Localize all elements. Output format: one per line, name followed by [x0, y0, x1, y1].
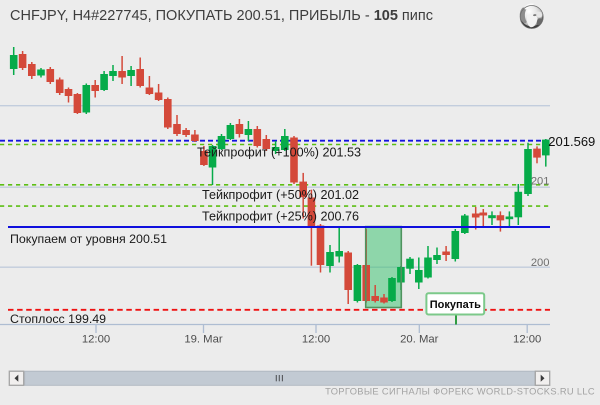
- svg-text:12:00: 12:00: [82, 334, 110, 346]
- svg-text:Тейкпрофит (+100%) 201.53: Тейкпрофит (+100%) 201.53: [197, 145, 361, 159]
- svg-text:Стоплосс 199.49: Стоплосс 199.49: [10, 312, 106, 326]
- svg-text:ТОРГОВЫЕ СИГНАЛЫ ФОРЕКС WORLD-: ТОРГОВЫЕ СИГНАЛЫ ФОРЕКС WORLD-STOCKS.RU …: [325, 386, 595, 396]
- svg-text:200: 200: [531, 257, 550, 269]
- svg-text:20. Mar: 20. Mar: [400, 334, 439, 346]
- svg-text:Покупаем от уровня 200.51: Покупаем от уровня 200.51: [10, 232, 167, 246]
- svg-text:Тейкпрофит (+50%) 201.02: Тейкпрофит (+50%) 201.02: [202, 188, 359, 202]
- svg-text:12:00: 12:00: [302, 334, 330, 346]
- svg-text:201.569: 201.569: [548, 134, 595, 149]
- svg-text:19. Mar: 19. Mar: [184, 334, 223, 346]
- svg-text:Тейкпрофит (+25%) 200.76: Тейкпрофит (+25%) 200.76: [202, 209, 359, 223]
- svg-text:Покупать: Покупать: [430, 299, 481, 311]
- svg-text:201: 201: [531, 176, 550, 188]
- svg-text:CHFJPY, H4#227745, ПОКУПАТЬ 20: CHFJPY, H4#227745, ПОКУПАТЬ 200.51, ПРИБ…: [10, 8, 433, 24]
- svg-text:12:00: 12:00: [513, 334, 541, 346]
